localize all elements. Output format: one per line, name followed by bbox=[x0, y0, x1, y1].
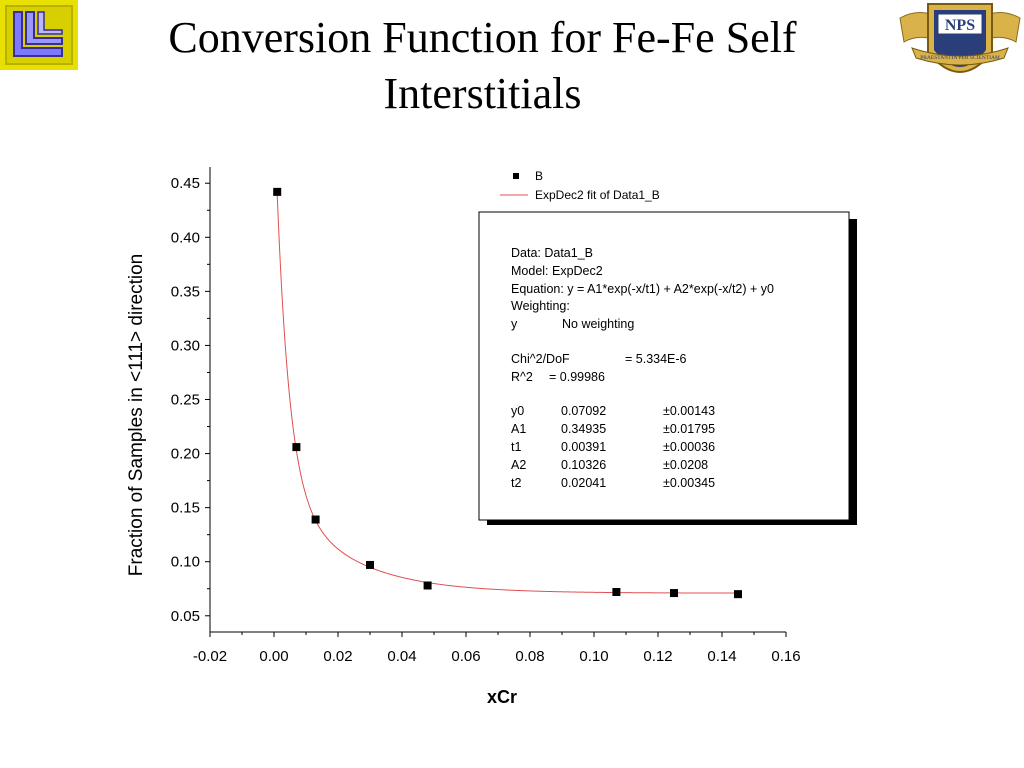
nps-crest-icon: NPS PRAESTANTIA PER SCIENTIAM bbox=[899, 3, 1021, 73]
y-tick-label: 0.25 bbox=[171, 392, 200, 409]
legend-label-fit: ExpDec2 fit of Data1_B bbox=[535, 188, 660, 202]
fit-param-value: 0.10326 bbox=[561, 458, 606, 472]
fit-param-value: 0.02041 bbox=[561, 476, 606, 490]
fit-param-error: ±0.00036 bbox=[663, 440, 715, 454]
fit-param-value: 0.00391 bbox=[561, 440, 606, 454]
fit-results-box: Data: Data1_B Model: ExpDec2 Equation: y… bbox=[478, 211, 857, 525]
x-tick-label: 0.06 bbox=[451, 648, 480, 665]
data-point bbox=[292, 443, 301, 452]
y-axis-label: Fraction of Samples in <111> direction bbox=[126, 254, 147, 576]
y-tick-label: 0.15 bbox=[171, 500, 200, 517]
fit-box-stat-label: R^2 bbox=[511, 370, 533, 384]
fit-param-name: t2 bbox=[511, 476, 521, 490]
fit-param-name: A2 bbox=[511, 458, 526, 472]
slide-title: Conversion Function for Fe-Fe Self Inter… bbox=[95, 10, 870, 122]
fit-box-line: Equation: y = A1*exp(-x/t1) + A2*exp(-x/… bbox=[511, 282, 774, 296]
x-tick-label: 0.12 bbox=[643, 648, 672, 665]
x-tick-label: 0.16 bbox=[771, 648, 800, 665]
nps-crest-text: NPS bbox=[945, 17, 975, 34]
ll-logo-icon bbox=[0, 0, 78, 70]
fit-box-stat-value: = 0.99986 bbox=[549, 370, 605, 384]
y-tick-label: 0.30 bbox=[171, 337, 200, 354]
x-tick-label: 0.10 bbox=[579, 648, 608, 665]
slide-title-line-2: Interstitials bbox=[383, 69, 582, 118]
nps-crest-motto: PRAESTANTIA PER SCIENTIAM bbox=[920, 55, 1000, 61]
fit-param-name: t1 bbox=[511, 440, 521, 454]
x-tick-label: 0.14 bbox=[707, 648, 736, 665]
data-point bbox=[734, 590, 742, 599]
fit-param-value: 0.07092 bbox=[561, 404, 606, 418]
data-point bbox=[670, 589, 678, 598]
y-tick-label: 0.05 bbox=[171, 608, 200, 625]
fit-param-error: ±0.00143 bbox=[663, 404, 715, 418]
data-point bbox=[612, 587, 621, 596]
y-tick-label: 0.45 bbox=[171, 175, 200, 192]
fit-box-line: Model: ExpDec2 bbox=[511, 264, 603, 278]
fit-curve bbox=[276, 194, 738, 594]
fit-box-stat-value: = 5.334E-6 bbox=[625, 352, 687, 366]
x-tick-label: 0.08 bbox=[515, 648, 544, 665]
x-axis-label: xCr bbox=[487, 687, 517, 707]
fit-box-line: Data: Data1_B bbox=[511, 246, 593, 260]
x-tick-label: -0.02 bbox=[193, 648, 227, 665]
fit-param-error: ±0.00345 bbox=[663, 476, 715, 490]
chart-axes: -0.02 0.00 0.02 0.04 0.06 0.08 0.10 0.12 0.14 0.1… bbox=[171, 167, 801, 665]
data-point bbox=[423, 581, 432, 590]
x-tick-label: 0.04 bbox=[387, 648, 416, 665]
fit-param-value: 0.34935 bbox=[561, 422, 606, 436]
x-tick-label: 0.02 bbox=[323, 648, 352, 665]
fit-box-line: Weighting: bbox=[511, 299, 570, 313]
y-tick-label: 0.40 bbox=[171, 229, 200, 246]
fit-param-error: ±0.0208 bbox=[663, 458, 708, 472]
fit-param-name: A1 bbox=[511, 422, 526, 436]
legend-label-b: B bbox=[535, 169, 543, 183]
y-tick-label: 0.20 bbox=[171, 446, 200, 463]
fit-box-weighting-value: No weighting bbox=[562, 317, 634, 331]
data-points-group bbox=[273, 187, 742, 599]
legend-marker-b bbox=[513, 173, 519, 179]
y-tick-label: 0.10 bbox=[171, 554, 200, 571]
fit-box-weighting-var: y bbox=[511, 317, 518, 331]
data-point bbox=[273, 187, 282, 196]
legend: B ExpDec2 fit of Data1_B bbox=[500, 169, 660, 202]
fit-box-panel bbox=[478, 211, 850, 521]
y-tick-label: 0.35 bbox=[171, 283, 200, 300]
data-point bbox=[311, 515, 320, 524]
fit-param-error: ±0.01795 bbox=[663, 422, 715, 436]
fit-param-name: y0 bbox=[511, 404, 524, 418]
slide-title-line-1: Conversion Function for Fe-Fe Self bbox=[168, 13, 797, 62]
fit-box-stat-label: Chi^2/DoF bbox=[511, 352, 570, 366]
fit-curve-group bbox=[276, 194, 738, 594]
data-point bbox=[366, 560, 374, 569]
x-tick-label: 0.00 bbox=[259, 648, 288, 665]
